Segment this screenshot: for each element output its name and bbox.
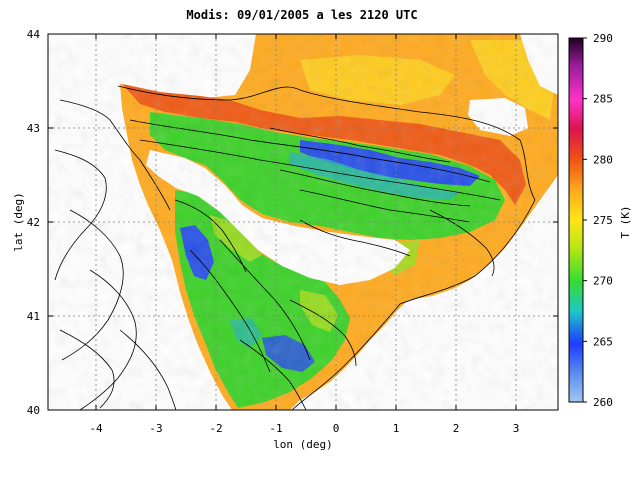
colorbar-label: T (K) [619,205,632,238]
coastline-north [117,85,536,201]
x-tick-label: -2 [209,422,222,435]
colorbar-ticks: 260 265 270 275 280 285 290 [583,32,613,409]
y-tick-label: 41 [27,310,40,323]
contour-18 [174,199,247,273]
contour-6 [59,99,171,211]
colorbar-tick-label: 285 [593,93,613,106]
contour-12 [189,249,271,373]
contour-11 [119,329,177,410]
contour-13 [219,239,311,361]
contour-4 [279,169,471,207]
x-tick-label: -4 [89,422,103,435]
x-axis-label: lon (deg) [273,438,333,451]
contour-9 [79,269,137,410]
colorbar-tick-label: 280 [593,153,613,166]
coastline-east [291,199,536,410]
grid [48,34,558,410]
x-tick-label: 2 [453,422,460,435]
x-tick-label: 3 [513,422,520,435]
colorbar [568,37,584,403]
y-axis-label: lat (deg) [12,192,25,252]
contour-10 [59,329,115,409]
map-title: Modis: 09/01/2005 a les 2120 UTC [186,8,417,22]
contour-3 [269,127,451,163]
x-tick-label: -1 [269,422,282,435]
x-tick-label: 0 [333,422,340,435]
y-tick-label: 42 [27,216,40,229]
contour-17 [289,299,357,367]
y-tick-label: 40 [27,404,40,417]
colorbar-tick-label: 290 [593,32,613,45]
contour-1 [129,119,491,183]
x-tick-label: 1 [393,422,400,435]
contour-7 [54,149,107,281]
contour-14 [239,339,307,410]
x-tick-label: -3 [149,422,162,435]
contour-16 [429,209,495,277]
y-tick-label: 44 [27,28,41,41]
contour-lines [54,85,536,410]
x-ticks: -4 -3 -2 -1 0 1 2 3 [89,34,519,435]
colorbar-tick-label: 275 [593,214,613,227]
y-tick-label: 43 [27,122,40,135]
contour-2 [139,139,501,201]
colorbar-tick-label: 260 [593,396,613,409]
colorbar-tick-label: 265 [593,335,613,348]
contour-8 [61,209,124,361]
colorbar-tick-label: 270 [593,275,613,288]
y-ticks: 40 41 42 43 44 [27,28,558,417]
